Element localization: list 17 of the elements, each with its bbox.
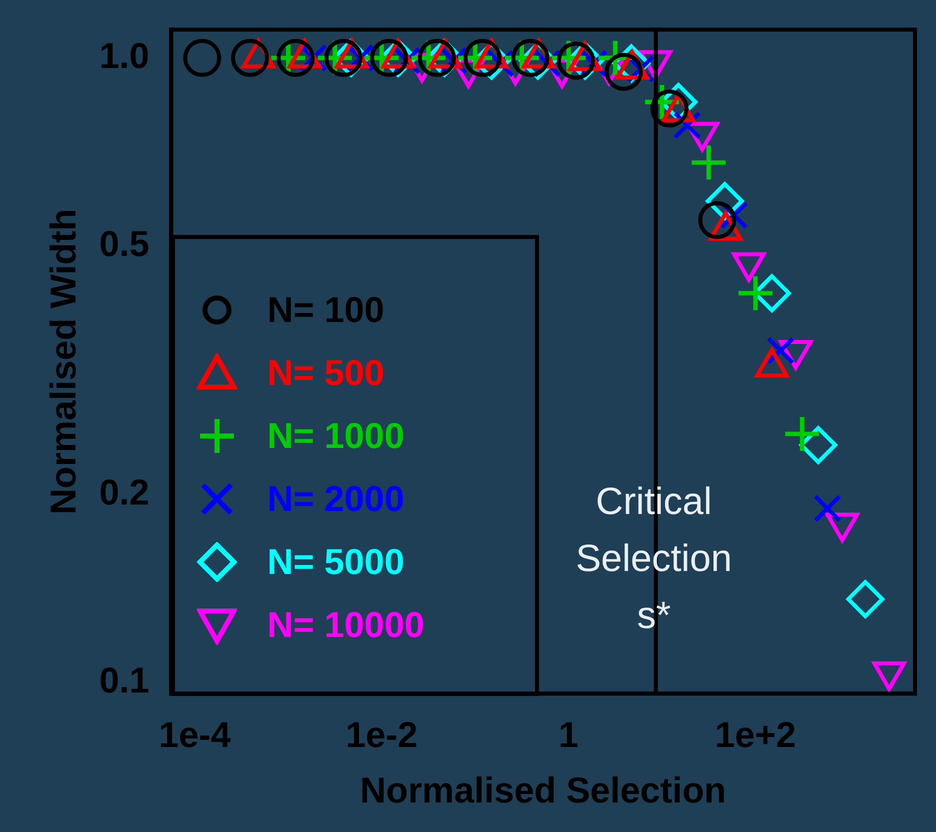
x-tick-label: 1e-4 bbox=[158, 714, 231, 756]
legend-label: N= 10000 bbox=[267, 604, 424, 646]
y-tick-label: 0.5 bbox=[99, 222, 150, 264]
x-tick-label: 1 bbox=[558, 714, 579, 756]
x-tick-label: 1e+2 bbox=[714, 714, 796, 756]
x-axis-title: Normalised Selection bbox=[360, 769, 726, 810]
y-tick-label: 1.0 bbox=[99, 34, 150, 76]
legend-label: N= 5000 bbox=[267, 541, 404, 584]
y-axis-title: Normalised Width bbox=[42, 208, 84, 514]
x-tick-label: 1e-2 bbox=[346, 714, 418, 756]
y-tick-label: 0.1 bbox=[99, 659, 150, 700]
legend-label: N= 500 bbox=[267, 352, 384, 394]
legend-label: N= 2000 bbox=[267, 478, 404, 520]
ref-line-label: Critical Selection s* bbox=[574, 480, 734, 639]
legend-label: N= 100 bbox=[267, 289, 384, 332]
legend-label: N= 1000 bbox=[267, 415, 404, 458]
y-tick-label: 0.2 bbox=[99, 471, 150, 512]
